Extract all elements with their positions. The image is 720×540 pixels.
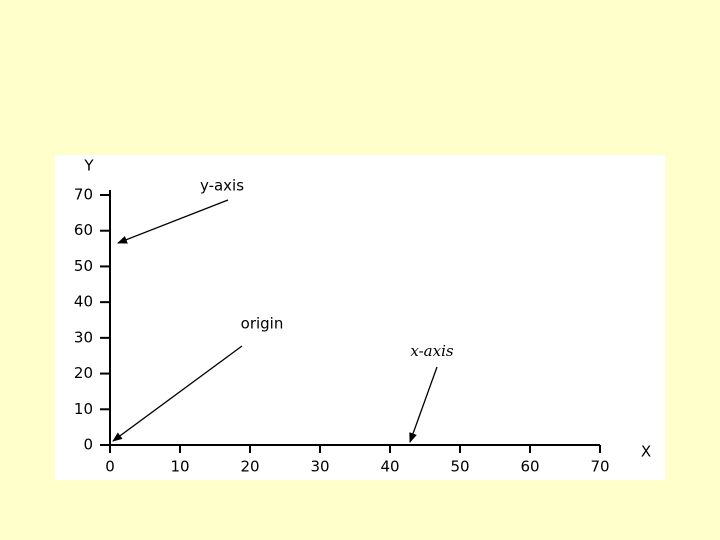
x-axis-label: X: [641, 443, 651, 461]
annotation: origin: [241, 315, 284, 333]
y-tick-label: 60: [74, 221, 93, 239]
y-tick-label: 0: [83, 436, 93, 454]
x-tick-label: 20: [240, 458, 259, 476]
y-tick-label: 70: [74, 186, 93, 204]
x-tick-label: 10: [170, 458, 189, 476]
x-tick-label: 30: [310, 458, 329, 476]
y-tick-label: 20: [74, 364, 93, 382]
x-tick-label: 0: [105, 458, 115, 476]
annotation: y-axis: [200, 177, 244, 195]
x-tick-label: 70: [590, 458, 609, 476]
x-tick-label: 40: [380, 458, 399, 476]
y-tick-label: 10: [74, 400, 93, 418]
y-tick-label: 30: [74, 328, 93, 346]
x-tick-label: 60: [520, 458, 539, 476]
annotation-arrow: [409, 366, 438, 443]
annotation-arrow: [112, 345, 243, 442]
y-tick-label: 40: [74, 293, 93, 311]
x-tick-label: 50: [450, 458, 469, 476]
annotation: x-axis: [410, 342, 453, 360]
y-axis-label: Y: [83, 157, 94, 175]
diagram-panel: [55, 155, 665, 480]
y-tick-label: 50: [74, 257, 93, 275]
annotation-arrow: [117, 199, 229, 244]
